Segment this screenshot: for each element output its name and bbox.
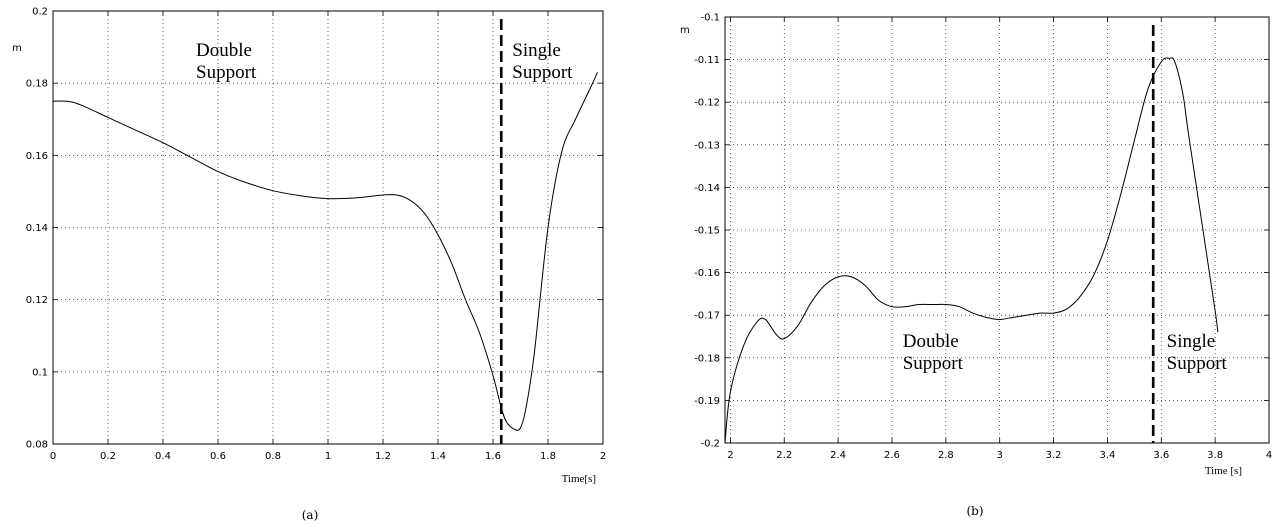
- x-tick-label: 3.4: [1099, 450, 1115, 461]
- y-tick-label: 0.1: [32, 367, 48, 378]
- phase-annotation: Support: [903, 353, 964, 374]
- x-tick-label: 3.2: [1046, 450, 1062, 461]
- phase-annotation: Single: [1167, 331, 1216, 352]
- y-tick-label: -0.17: [694, 311, 720, 322]
- y-tick-label: -0.13: [694, 140, 720, 151]
- y-tick-label: 0.18: [26, 79, 48, 90]
- x-tick-label: 0.2: [100, 451, 116, 462]
- series-line: [724, 57, 1219, 444]
- phase-annotation: Double: [196, 40, 252, 61]
- y-tick-label: -0.16: [694, 268, 720, 279]
- y-tick-label: 0.12: [26, 295, 48, 306]
- x-axis-label: Time [s]: [1205, 465, 1242, 477]
- y-tick-label: -0.2: [700, 439, 720, 450]
- x-axis-label: Time[s]: [562, 473, 596, 485]
- x-tick-label: 3.6: [1153, 450, 1169, 461]
- x-tick-label: 0: [50, 451, 56, 462]
- y-tick-label: -0.15: [694, 226, 720, 237]
- x-tick-label: 1.4: [430, 451, 446, 462]
- y-tick-label: 0.16: [26, 151, 48, 162]
- x-tick-label: 2: [727, 450, 733, 461]
- series-line: [52, 72, 598, 431]
- x-tick-label: 1.8: [540, 451, 556, 462]
- x-tick-label: 0.6: [210, 451, 226, 462]
- phase-annotation: Double: [903, 331, 959, 352]
- x-tick-label: 0.4: [155, 451, 171, 462]
- y-tick-label: -0.19: [694, 396, 720, 407]
- y-tick-label: 0.2: [32, 7, 48, 18]
- y-tick-label: -0.14: [694, 183, 720, 194]
- x-tick-label: 0.8: [265, 451, 281, 462]
- y-tick-label: -0.12: [694, 98, 720, 109]
- x-tick-label: 2.8: [938, 450, 954, 461]
- y-tick-label: 0.14: [26, 223, 48, 234]
- panel-caption: (b): [966, 504, 983, 518]
- x-tick-label: 2: [600, 451, 606, 462]
- phase-annotation: Support: [196, 62, 257, 83]
- chart-panel-b: 2 2.2 2.4 2.6 2.8 3 3.2 3.4 3.6 3.8 4 -0.2 -0.19 -0.1…: [680, 13, 1272, 519]
- chart-panel-a: 0 0.2 0.4 0.6 0.8 1 1.2 1.4 1.6 1.8 2 0.08 0.1 0.12 0.…: [12, 7, 606, 523]
- y-axis-unit-label: m: [12, 43, 22, 54]
- x-tick-label: 2.4: [830, 450, 846, 461]
- x-tick-label: 1: [325, 451, 331, 462]
- phase-annotation: Single: [512, 40, 561, 61]
- plot-frame: [52, 10, 604, 445]
- panel-caption: (a): [302, 508, 319, 522]
- y-tick-label: 0.08: [26, 440, 48, 451]
- y-tick-label: -0.11: [694, 55, 720, 66]
- x-tick-label: 3: [997, 450, 1003, 461]
- phase-annotation: Support: [512, 62, 573, 83]
- phase-annotation: Support: [1167, 353, 1228, 374]
- y-axis-unit-label: m: [680, 25, 690, 36]
- x-tick-label: 2.6: [884, 450, 900, 461]
- y-tick-label: -0.1: [700, 13, 720, 24]
- x-tick-label: 2.2: [776, 450, 792, 461]
- y-tick-label: -0.18: [694, 353, 720, 364]
- x-tick-label: 1.6: [485, 451, 501, 462]
- x-tick-label: 3.8: [1207, 450, 1223, 461]
- plot-frame: [724, 16, 1270, 444]
- x-tick-label: 4: [1266, 450, 1272, 461]
- x-tick-label: 1.2: [375, 451, 391, 462]
